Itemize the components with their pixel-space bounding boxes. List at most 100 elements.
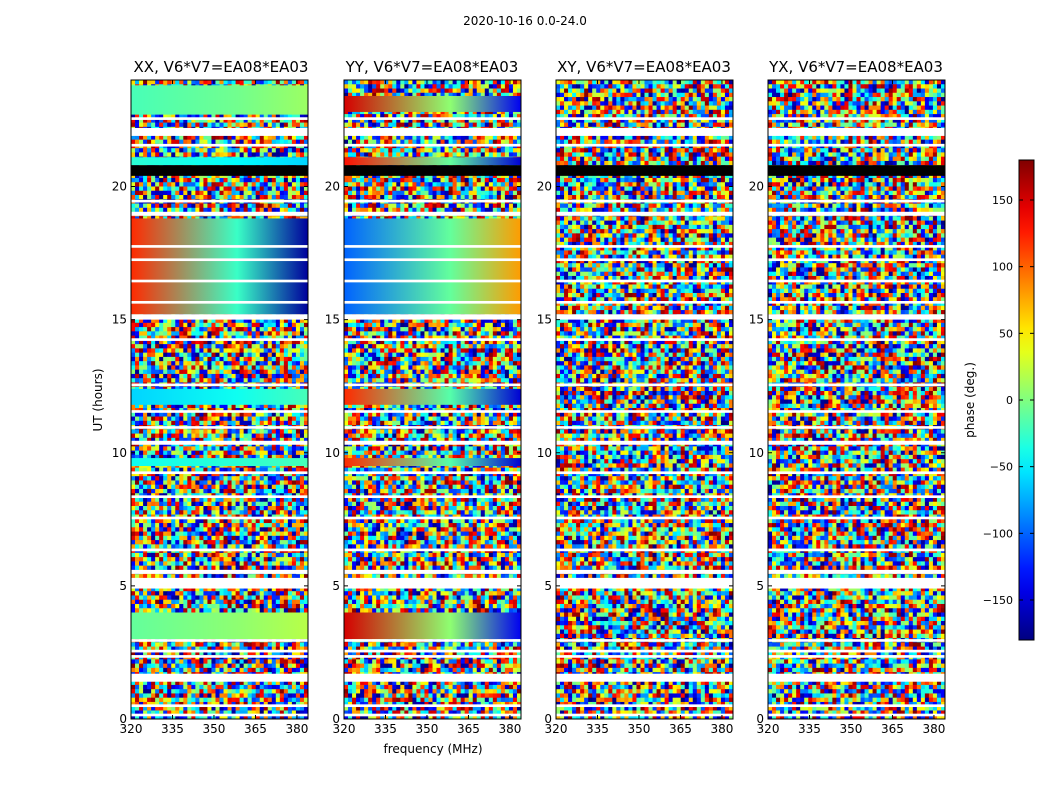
flagged-row — [768, 144, 945, 147]
x-tick-label: 350 — [628, 722, 651, 736]
flagged-row — [344, 495, 521, 498]
figure-title: 2020-10-16 0.0-24.0 — [0, 14, 1050, 28]
flagged-row — [344, 280, 521, 283]
flagged-row — [131, 200, 308, 203]
flagged-row — [131, 655, 308, 658]
flagged-row — [344, 650, 521, 653]
flagged-row — [768, 441, 945, 445]
flagged-row — [344, 426, 521, 429]
x-tick-label: 320 — [120, 722, 143, 736]
flagged-row — [768, 128, 945, 136]
flagged-row — [768, 650, 945, 653]
flagged-row — [344, 549, 521, 552]
flagged-row — [556, 655, 733, 658]
panel-title-xx: XX, V6*V7=EA08*EA03 — [111, 58, 331, 76]
flagged-row — [556, 200, 733, 203]
x-axis-label: frequency (MHz) — [383, 742, 482, 756]
panel-title-xy: XY, V6*V7=EA08*EA03 — [534, 58, 754, 76]
y-axis-label: UT (hours) — [91, 368, 105, 431]
flagged-row — [344, 258, 521, 261]
flagged-row — [131, 258, 308, 261]
flagged-row — [344, 674, 521, 682]
y-tick-label: 20 — [325, 180, 340, 194]
y-tick-label: 10 — [749, 446, 764, 460]
flagged-row — [556, 639, 733, 642]
flagged-row — [768, 338, 945, 341]
flagged-row — [344, 441, 521, 445]
flagged-row — [131, 280, 308, 283]
flagged-row — [344, 704, 521, 707]
y-tick-label: 15 — [325, 313, 340, 327]
coherent-phase-band — [344, 613, 521, 640]
flagged-row — [344, 570, 521, 574]
flagged-row — [131, 471, 308, 474]
y-tick-label: 15 — [112, 313, 127, 327]
flagged-row — [131, 650, 308, 653]
x-tick-label: 365 — [669, 722, 692, 736]
x-tick-label: 380 — [285, 722, 308, 736]
flagged-row — [131, 570, 308, 574]
flagged-row — [131, 245, 308, 248]
flagged-row — [556, 410, 733, 413]
flagged-row — [768, 471, 945, 474]
x-tick-label: 365 — [244, 722, 267, 736]
y-tick-label: 10 — [325, 446, 340, 460]
colorbar-label: phase (deg.) — [963, 362, 977, 438]
flagged-row — [131, 549, 308, 552]
flagged-row — [131, 704, 308, 707]
y-tick-label: 15 — [749, 313, 764, 327]
flagged-row — [768, 674, 945, 682]
y-tick-label: 5 — [544, 579, 552, 593]
x-tick-label: 320 — [757, 722, 780, 736]
coherent-phase-band — [131, 218, 308, 314]
coherent-phase-band — [131, 613, 308, 640]
flagged-row — [344, 301, 521, 304]
flagged-row — [556, 280, 733, 283]
y-tick-label: 10 — [537, 446, 552, 460]
x-tick-label: 350 — [203, 722, 226, 736]
flagged-row — [131, 674, 308, 682]
x-tick-label: 335 — [798, 722, 821, 736]
flagged-row — [556, 495, 733, 498]
flagged-row — [768, 384, 945, 387]
flagged-row — [768, 570, 945, 574]
x-tick-label: 365 — [881, 722, 904, 736]
flagged-row — [131, 578, 308, 589]
flagged-row — [768, 578, 945, 589]
y-tick-label: 15 — [537, 313, 552, 327]
flagged-row — [768, 280, 945, 283]
coherent-phase-band — [131, 389, 308, 405]
flagged-row — [768, 117, 945, 120]
flagged-row — [344, 517, 521, 520]
flagged-row — [344, 128, 521, 136]
flagged-row — [768, 212, 945, 216]
flagged-row — [768, 301, 945, 304]
flagged-row — [556, 549, 733, 552]
x-tick-label: 335 — [161, 722, 184, 736]
flagged-row — [131, 517, 308, 520]
flagged-row — [556, 441, 733, 445]
dark-row — [768, 165, 945, 176]
flagged-row — [131, 212, 308, 216]
colorbar-tick-label: 100 — [992, 261, 1013, 274]
flagged-row — [344, 578, 521, 589]
x-tick-label: 350 — [840, 722, 863, 736]
flagged-row — [131, 128, 308, 136]
flagged-row — [556, 338, 733, 341]
colorbar-tick-label: 0 — [1006, 394, 1013, 407]
flagged-row — [556, 245, 733, 248]
flagged-row — [344, 200, 521, 203]
y-tick-label: 5 — [756, 579, 764, 593]
flagged-row — [768, 714, 945, 717]
x-tick-label: 380 — [498, 722, 521, 736]
colorbar-tick-label: −100 — [983, 527, 1013, 540]
colorbar-tick-label: −150 — [983, 594, 1013, 607]
flagged-row — [768, 495, 945, 498]
coherent-phase-band — [344, 157, 521, 165]
y-tick-label: 5 — [119, 579, 127, 593]
coherent-phase-band — [131, 157, 308, 165]
x-tick-label: 320 — [333, 722, 356, 736]
flagged-row — [344, 314, 521, 319]
